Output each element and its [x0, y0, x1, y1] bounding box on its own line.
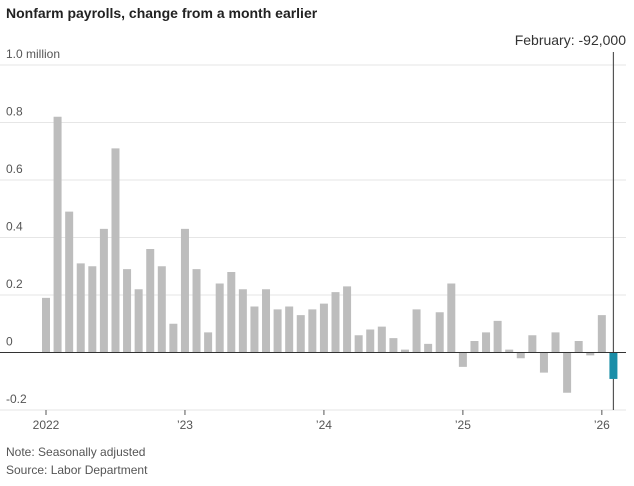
x-tick-label: 2022	[33, 418, 60, 432]
y-tick-label: 0.6	[6, 162, 23, 176]
bar	[377, 326, 386, 353]
source: Source: Labor Department	[6, 463, 148, 477]
bar	[539, 352, 548, 373]
bar	[319, 303, 328, 353]
y-tick-label: 0	[6, 335, 13, 349]
bar	[296, 315, 305, 353]
bar	[99, 228, 108, 353]
bar	[574, 341, 583, 353]
chart-title: Nonfarm payrolls, change from a month ea…	[6, 5, 318, 21]
bar	[505, 349, 514, 353]
note: Note: Seasonally adjusted	[6, 445, 145, 459]
x-tick-label: ’26	[594, 418, 610, 432]
bar	[285, 306, 294, 353]
bar	[400, 349, 409, 353]
bar	[493, 320, 502, 353]
bar	[424, 343, 433, 353]
y-tick-label: -0.2	[6, 392, 27, 406]
bar	[354, 335, 363, 353]
annotation: February: -92,000	[515, 32, 626, 48]
y-tick-label: 0.2	[6, 277, 23, 291]
bar	[180, 228, 189, 353]
bar	[250, 306, 259, 353]
bar	[76, 263, 85, 353]
bar	[169, 323, 178, 353]
bar	[308, 309, 317, 353]
y-tick-label: 1.0 million	[6, 47, 60, 61]
bar	[331, 292, 340, 353]
bar	[447, 283, 456, 353]
bar	[470, 341, 479, 353]
bar	[435, 312, 444, 353]
bar	[123, 269, 132, 353]
bar	[528, 335, 537, 353]
bar	[458, 352, 467, 367]
bar	[215, 283, 224, 353]
bar	[262, 289, 271, 353]
bar	[482, 332, 491, 353]
bar	[146, 249, 155, 353]
bar	[157, 266, 166, 353]
bar	[516, 352, 525, 359]
y-tick-label: 0.8	[6, 105, 23, 119]
bar	[204, 332, 213, 353]
bar	[597, 315, 606, 353]
bar	[192, 269, 201, 353]
bar	[609, 352, 618, 379]
bar	[586, 352, 595, 356]
bar	[111, 148, 120, 353]
bar	[563, 352, 572, 393]
x-tick-label: ’23	[177, 418, 193, 432]
bar	[389, 338, 398, 353]
x-tick-label: ’24	[316, 418, 332, 432]
bar	[42, 297, 50, 353]
bar	[227, 272, 236, 353]
bar	[134, 289, 143, 353]
bar	[53, 116, 62, 353]
bar	[343, 286, 352, 353]
bar	[238, 289, 247, 353]
bar	[65, 211, 74, 353]
x-tick-label: ’25	[455, 418, 471, 432]
y-tick-label: 0.4	[6, 220, 23, 234]
bar	[412, 309, 421, 353]
bar	[551, 332, 560, 353]
bar	[88, 266, 97, 353]
bar	[273, 309, 282, 353]
bar	[366, 329, 375, 353]
